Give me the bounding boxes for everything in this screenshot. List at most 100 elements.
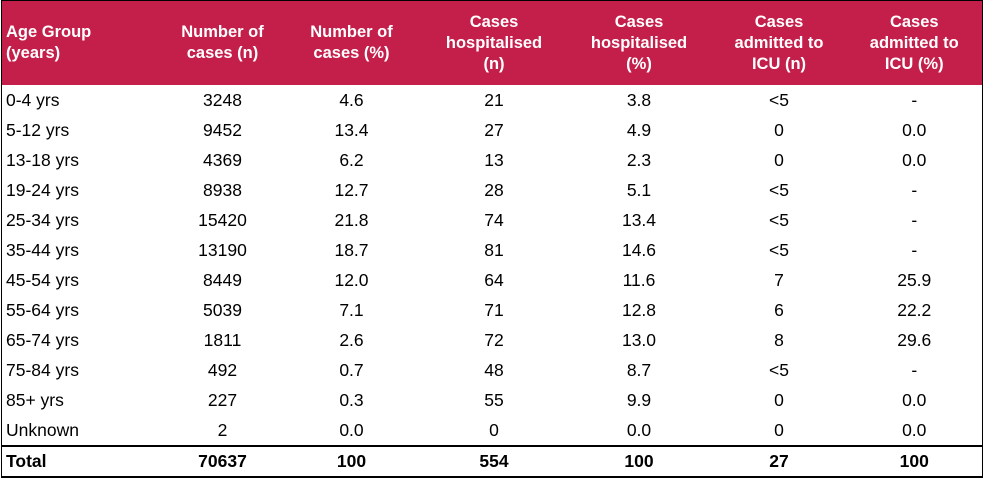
table-row: 0-4 yrs 3248 4.6 21 3.8 <5 - bbox=[2, 85, 983, 115]
cell-icu-n: 0 bbox=[774, 419, 784, 440]
cell-cases-pct: 0.7 bbox=[339, 359, 364, 380]
table-row: 85+ yrs 227 0.3 55 9.9 0 0.0 bbox=[2, 385, 983, 415]
cell-hospitalised-pct: 0.0 bbox=[626, 419, 652, 440]
cell-hospitalised-n: 21 bbox=[484, 89, 504, 110]
cell-age-group: 35-44 yrs bbox=[6, 239, 79, 260]
cell-icu-n: 7 bbox=[774, 269, 784, 290]
cell-hospitalised-pct: 5.1 bbox=[626, 179, 652, 200]
cell-icu-n: <5 bbox=[769, 239, 789, 260]
cell-hospitalised-pct: 11.6 bbox=[622, 269, 656, 290]
cell-hospitalised-n: 28 bbox=[484, 179, 504, 200]
cell-icu-pct: 22.2 bbox=[897, 299, 932, 320]
total-cases-pct: 100 bbox=[281, 445, 422, 478]
cell-cases-n: 2 bbox=[217, 419, 228, 440]
cell-icu-n: <5 bbox=[769, 209, 789, 230]
cell-icu-n: <5 bbox=[769, 179, 789, 200]
cell-icu-pct: 0.0 bbox=[902, 419, 927, 440]
cell-cases-pct: 6.2 bbox=[339, 149, 364, 170]
cell-icu-n: 0 bbox=[774, 389, 784, 410]
cell-hospitalised-n: 55 bbox=[484, 389, 504, 410]
total-cases-n: 70637 bbox=[163, 445, 282, 478]
total-hospitalised-pct: 100 bbox=[566, 445, 712, 478]
cell-icu-n: 0 bbox=[774, 149, 784, 170]
cell-age-group: 85+ yrs bbox=[6, 389, 64, 410]
cell-cases-n: 4369 bbox=[203, 149, 242, 170]
cell-cases-n: 5039 bbox=[203, 299, 242, 320]
header-cases-icu-n: Cases admitted to ICU (n) bbox=[711, 0, 847, 85]
table-row: Unknown 2 0.0 0 0.0 0 0.0 bbox=[2, 415, 983, 446]
header-cases-hospitalised-n: Cases hospitalised (n) bbox=[421, 0, 567, 85]
cell-hospitalised-pct: 8.7 bbox=[626, 359, 652, 380]
cell-cases-pct: 4.6 bbox=[339, 89, 364, 110]
cell-cases-pct: 12.7 bbox=[334, 179, 369, 200]
cell-hospitalised-pct: 13.0 bbox=[621, 329, 657, 350]
cell-age-group: 19-24 yrs bbox=[6, 179, 79, 200]
table-row: 5-12 yrs 9452 13.4 27 4.9 0 0.0 bbox=[2, 115, 983, 145]
table-header: Age Group (years) Number of cases (n) Nu… bbox=[1, 0, 983, 85]
cell-hospitalised-pct: 13.4 bbox=[621, 209, 657, 230]
cell-cases-pct: 0.0 bbox=[339, 419, 364, 440]
cell-hospitalised-n: 0 bbox=[489, 419, 499, 440]
cell-hospitalised-n: 64 bbox=[484, 269, 504, 290]
cell-cases-pct: 2.6 bbox=[339, 329, 364, 350]
cell-cases-n: 13190 bbox=[198, 239, 247, 260]
cell-icu-pct: 25.9 bbox=[897, 269, 932, 290]
header-number-of-cases-n: Number of cases (n) bbox=[163, 0, 282, 85]
header-row: Age Group (years) Number of cases (n) Nu… bbox=[1, 0, 983, 85]
cell-cases-pct: 12.0 bbox=[334, 269, 369, 290]
table-body: 0-4 yrs 3248 4.6 21 3.8 <5-5-12 yrs 9452 13.4 27… bbox=[1, 85, 983, 478]
table-row: 35-44 yrs 13190 18.7 81 14.6 <5 - bbox=[2, 235, 983, 265]
cell-hospitalised-pct: 14.6 bbox=[621, 239, 657, 260]
cell-cases-n: 15420 bbox=[198, 209, 247, 230]
cell-hospitalised-n: 81 bbox=[484, 239, 504, 260]
cell-hospitalised-pct: 4.9 bbox=[626, 119, 652, 140]
header-cases-icu-pct: Cases admitted to ICU (%) bbox=[846, 0, 983, 85]
cell-hospitalised-pct: 3.8 bbox=[626, 89, 652, 110]
cell-hospitalised-n: 71 bbox=[484, 299, 504, 320]
cell-icu-pct: - bbox=[911, 359, 918, 380]
cell-cases-n: 492 bbox=[207, 359, 238, 380]
cell-cases-pct: 7.1 bbox=[339, 299, 364, 320]
table-row: 13-18 yrs 4369 6.2 13 2.3 0 0.0 bbox=[2, 145, 983, 175]
cell-icu-pct: 0.0 bbox=[902, 389, 927, 410]
cell-icu-n: 0 bbox=[774, 119, 784, 140]
table-row: 75-84 yrs 492 0.7 48 8.7 <5 - bbox=[2, 355, 983, 385]
cell-icu-pct: 0.0 bbox=[902, 119, 927, 140]
cell-hospitalised-pct: 9.9 bbox=[626, 389, 652, 410]
cell-age-group: 13-18 yrs bbox=[6, 149, 79, 170]
cell-cases-n: 227 bbox=[207, 389, 238, 410]
cell-icu-pct: - bbox=[911, 89, 918, 110]
cell-age-group: 75-84 yrs bbox=[6, 359, 79, 380]
cell-icu-n: <5 bbox=[769, 359, 789, 380]
cell-icu-pct: 29.6 bbox=[897, 329, 932, 350]
cell-cases-pct: 18.7 bbox=[334, 239, 369, 260]
total-row: Total 70637 100 554 100 27 100 bbox=[1, 445, 983, 478]
cell-icu-pct: 0.0 bbox=[902, 149, 927, 170]
header-cases-hospitalised-pct: Cases hospitalised (%) bbox=[566, 0, 712, 85]
table-row: 25-34 yrs 15420 21.8 74 13.4 <5 - bbox=[2, 205, 983, 235]
total-label: Total bbox=[1, 445, 164, 478]
cell-age-group: 5-12 yrs bbox=[6, 119, 70, 140]
cell-hospitalised-n: 74 bbox=[484, 209, 504, 230]
cell-age-group: 55-64 yrs bbox=[6, 299, 79, 320]
cell-cases-pct: 0.3 bbox=[339, 389, 364, 410]
cell-icu-n: 8 bbox=[774, 329, 784, 350]
cell-age-group: Unknown bbox=[6, 419, 79, 440]
cell-icu-n: 6 bbox=[774, 299, 784, 320]
table-row: 45-54 yrs 8449 12.0 64 11.6 7 25.9 bbox=[2, 265, 983, 295]
cell-age-group: 45-54 yrs bbox=[6, 269, 79, 290]
cell-cases-n: 1811 bbox=[203, 329, 242, 350]
table-row: 19-24 yrs 8938 12.7 28 5.1 <5 - bbox=[2, 175, 983, 205]
cell-hospitalised-n: 27 bbox=[484, 119, 504, 140]
cell-hospitalised-n: 48 bbox=[484, 359, 504, 380]
cell-age-group: 25-34 yrs bbox=[6, 209, 79, 230]
cell-icu-n: <5 bbox=[769, 89, 789, 110]
cell-icu-pct: - bbox=[911, 209, 918, 230]
total-icu-pct: 100 bbox=[846, 445, 983, 478]
cell-hospitalised-pct: 12.8 bbox=[621, 299, 657, 320]
header-number-of-cases-pct: Number of cases (%) bbox=[281, 0, 422, 85]
table-row: 55-64 yrs 5039 7.1 71 12.8 6 22.2 bbox=[2, 295, 983, 325]
header-age-group: Age Group (years) bbox=[1, 0, 164, 85]
total-icu-n: 27 bbox=[711, 445, 847, 478]
